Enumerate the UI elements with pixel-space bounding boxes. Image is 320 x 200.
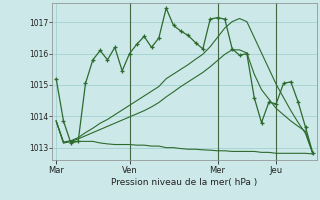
X-axis label: Pression niveau de la mer( hPa ): Pression niveau de la mer( hPa ) [111,178,258,187]
